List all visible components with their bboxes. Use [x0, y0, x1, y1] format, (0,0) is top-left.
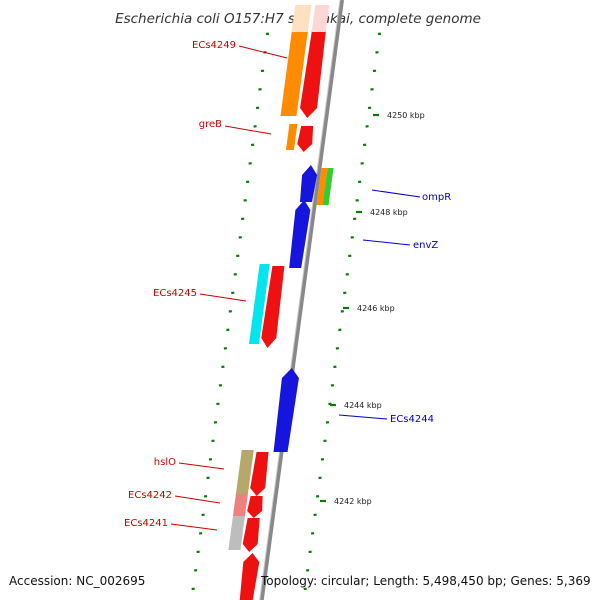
accession-text: Accession: NC_002695 — [9, 574, 146, 588]
gene-label: ECs4242 — [128, 490, 172, 501]
feature-track — [228, 5, 334, 600]
gene-label-leader — [224, 125, 272, 135]
cog-band-greb — [285, 124, 298, 150]
gene-label: ECs4244 — [390, 414, 434, 425]
backbone-line — [259, 0, 344, 600]
cds-arrow-hslo — [250, 452, 269, 496]
cog-band-ompr-b — [322, 168, 334, 205]
cds-arrow-ecs4242 — [247, 496, 263, 518]
gene-label: ECs4241 — [124, 518, 168, 529]
gene-label-leader — [362, 239, 411, 246]
topology-text: Topology: circular; Length: 5,498,450 bp… — [261, 574, 591, 588]
cds-arrow-ecs4241 — [242, 518, 260, 552]
gene-label-leader — [238, 45, 288, 59]
gene-label: ompR — [422, 192, 451, 203]
gene-label-leader — [371, 189, 421, 198]
cog-band-ecs4241 — [228, 516, 245, 550]
backbone-highlight — [259, 0, 341, 600]
cog-band-ompr-a — [316, 168, 328, 205]
cog-band-ecs4245 — [248, 264, 270, 344]
backbone-axis — [259, 0, 344, 600]
gene-labels: ECs4249 greB ompR envZ ECs4245 ECs4244 hslO ECs… — [124, 40, 451, 531]
gene-label-leader — [174, 495, 221, 504]
cds-arrow-ecs4249 — [300, 30, 326, 118]
cog-band-ecs4249 — [280, 30, 308, 116]
cog-band-ecs4242 — [232, 494, 248, 516]
scale-tick-label: 4248 kbp — [370, 208, 408, 217]
gene-label-leader — [178, 462, 225, 470]
scale-tick-label: 4244 kbp — [344, 401, 382, 410]
cds-arrow-ecs4245 — [261, 266, 285, 348]
cds-arrow-ecs4244 — [273, 368, 299, 452]
gene-label: ECs4249 — [192, 40, 236, 51]
gene-label: hslO — [154, 457, 176, 468]
scale-tick-label: 4250 kbp — [387, 111, 425, 120]
gene-label: envZ — [413, 240, 438, 251]
tick-labels: 4250 kbp 4248 kbp 4246 kbp 4244 kbp 4242 kbp — [320, 111, 425, 506]
cds-arrow-ecs4249-faded — [311, 5, 330, 32]
cog-band-ecs4249-faded — [291, 5, 312, 32]
scale-tick-label: 4246 kbp — [357, 304, 395, 313]
gene-label: greB — [199, 119, 222, 130]
cog-band-hslo — [235, 450, 254, 494]
cds-arrow-envz — [289, 200, 311, 268]
gene-label-leader — [170, 523, 218, 531]
cds-arrow-greb — [297, 126, 314, 152]
cds-arrow-partial — [239, 553, 260, 600]
gene-label: ECs4245 — [153, 288, 197, 299]
scale-tick-label: 4242 kbp — [334, 497, 372, 506]
tick-rings — [191, 32, 382, 591]
cds-arrow-ompr — [299, 165, 318, 202]
gene-label-leader — [199, 293, 247, 302]
gene-label-leader — [338, 414, 388, 420]
